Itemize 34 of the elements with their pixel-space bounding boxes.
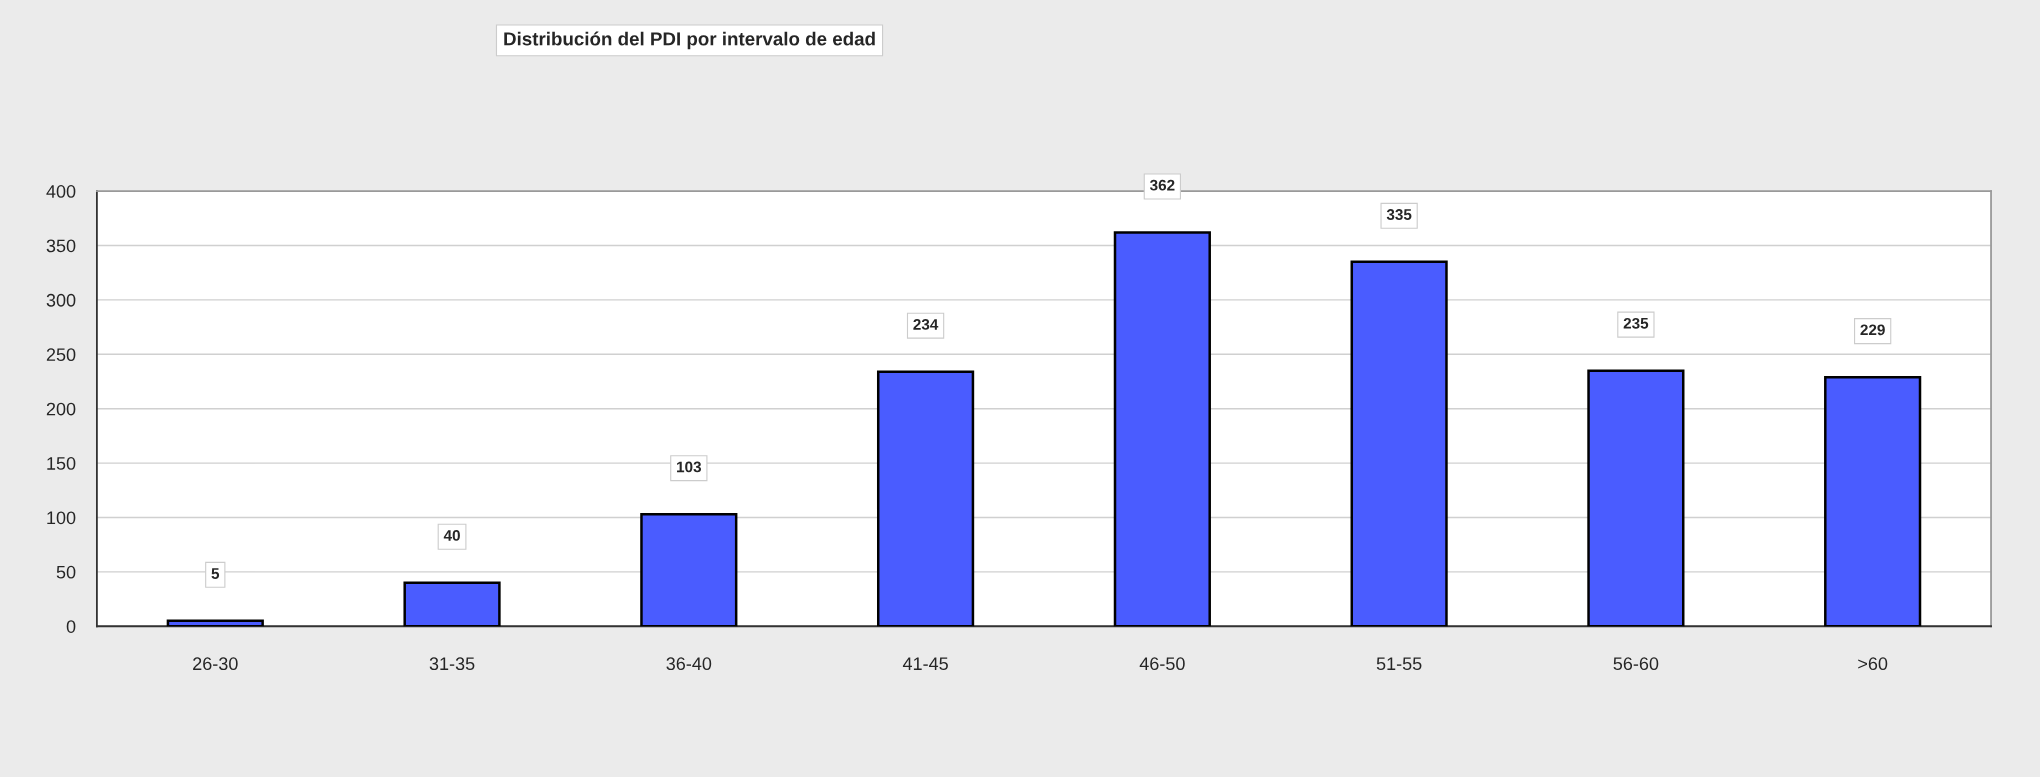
data-label: 229: [1860, 324, 1885, 336]
bar: [403, 581, 501, 627]
data-label: 234: [913, 318, 939, 330]
data-label: 235: [1623, 317, 1649, 329]
x-tick-label: 31-35: [429, 657, 475, 671]
y-tick-label: 150: [47, 457, 76, 470]
y-tick-label: 300: [46, 293, 76, 307]
data-label: 40: [443, 530, 460, 541]
data-label: 5: [211, 568, 220, 579]
chart-title: Distribución del PDI por intervalo de edad: [504, 31, 875, 50]
bar: [1113, 231, 1211, 627]
bar: [1587, 369, 1685, 627]
bar: [876, 370, 975, 627]
y-tick-label: 250: [46, 348, 76, 362]
data-label: 362: [1149, 179, 1175, 191]
y-tick-label: 50: [56, 565, 76, 579]
bar: [1350, 260, 1448, 627]
x-tick-label: 36-40: [666, 657, 712, 671]
bar: [640, 512, 738, 627]
data-label: 335: [1386, 209, 1412, 220]
bar: [166, 619, 264, 627]
x-tick-label: 56-60: [1613, 657, 1659, 671]
y-tick-label: 0: [66, 620, 76, 633]
data-label: 103: [677, 461, 702, 473]
x-tick-label: 51-55: [1376, 657, 1422, 671]
y-tick-label: 100: [47, 511, 76, 525]
x-tick-label: 41-45: [902, 657, 948, 671]
y-tick-label: 350: [46, 239, 76, 253]
x-tick-label: 46-50: [1139, 657, 1185, 671]
bar: [1824, 375, 1922, 627]
y-tick-label: 200: [46, 402, 76, 416]
y-tick-label: 400: [46, 185, 76, 198]
x-tick-label: >60: [1858, 657, 1888, 671]
x-tick-label: 26-30: [193, 657, 238, 671]
